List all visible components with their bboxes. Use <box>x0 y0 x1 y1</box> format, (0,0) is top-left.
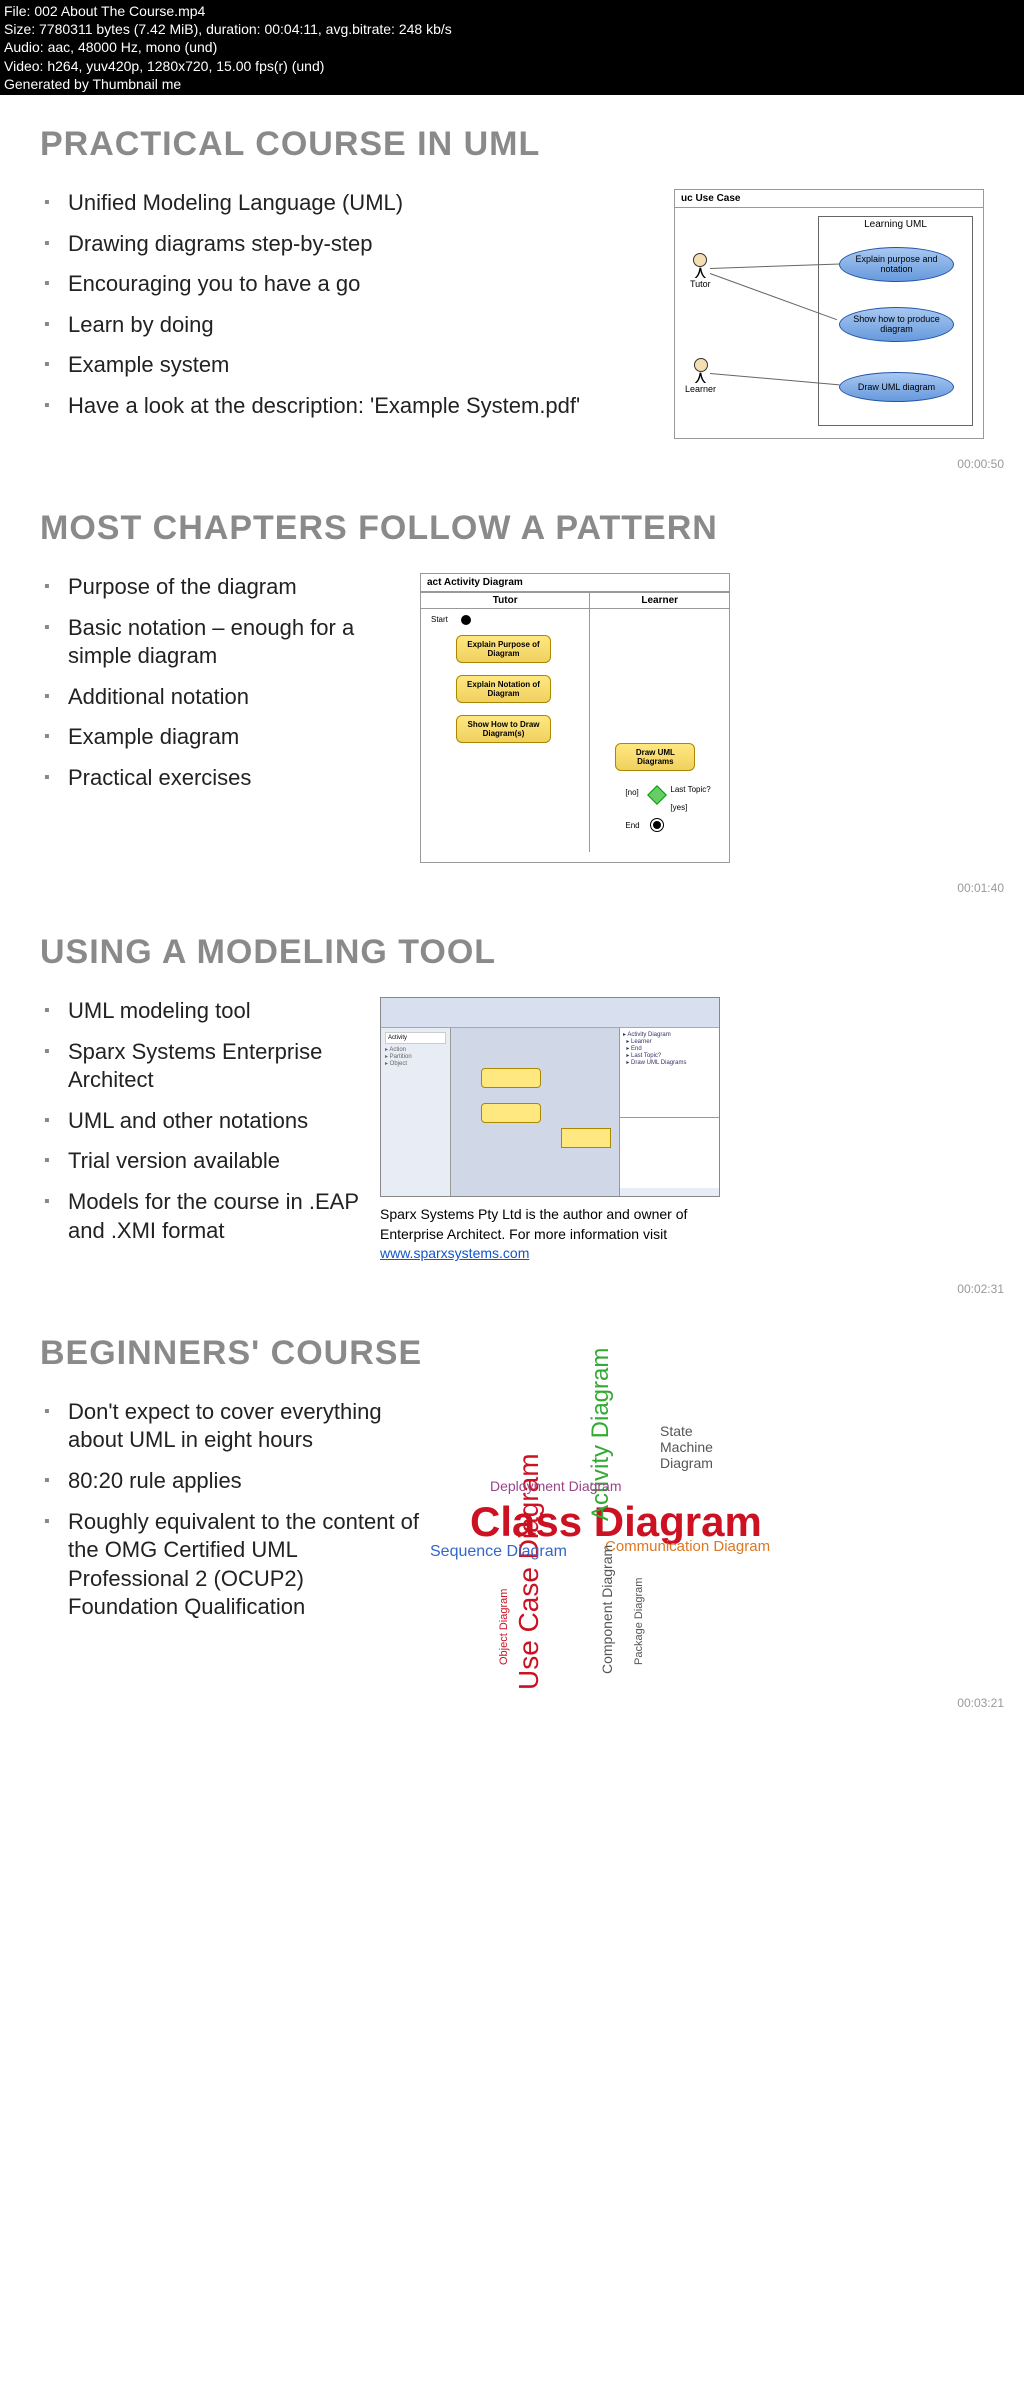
guard-no: [no] <box>625 788 638 797</box>
bullet: Trial version available <box>40 1147 360 1176</box>
actor-tutor: ⋏ Tutor <box>690 253 711 289</box>
system-boundary: Learning UML Explain purpose and notatio… <box>818 216 973 426</box>
usecase-oval: Show how to produce diagram <box>839 307 954 342</box>
size-line: Size: 7780311 bytes (7.42 MiB), duration… <box>4 20 1020 38</box>
slide-modeling-tool: USING A MODELING TOOL UML modeling tool … <box>0 903 1024 1304</box>
activity-diagram: act Activity Diagram Tutor Start Explain… <box>420 573 730 863</box>
timestamp: 00:03:21 <box>957 1696 1004 1710</box>
slide-practical-course: PRACTICAL COURSE IN UML Unified Modeling… <box>0 95 1024 479</box>
sparx-link[interactable]: www.sparxsystems.com <box>380 1245 529 1261</box>
slide1-title: PRACTICAL COURSE IN UML <box>40 125 984 164</box>
lane-tutor: Tutor <box>421 593 589 609</box>
bullet: Have a look at the description: 'Example… <box>40 392 654 421</box>
bullet: Example diagram <box>40 723 400 752</box>
diagram-header: uc Use Case <box>675 190 983 208</box>
video-metadata-header: File: 002 About The Course.mp4 Size: 778… <box>0 0 1024 95</box>
diagram-header: act Activity Diagram <box>421 574 729 592</box>
bullet: UML modeling tool <box>40 997 360 1026</box>
video-line: Video: h264, yuv420p, 1280x720, 15.00 fp… <box>4 57 1020 75</box>
tool-caption: Sparx Systems Pty Ltd is the author and … <box>380 1205 720 1264</box>
wc-state: State Machine Diagram <box>660 1423 720 1471</box>
slide-chapters-pattern: MOST CHAPTERS FOLLOW A PATTERN Purpose o… <box>0 479 1024 903</box>
system-label: Learning UML <box>819 217 972 232</box>
slide2-title: MOST CHAPTERS FOLLOW A PATTERN <box>40 509 984 548</box>
bullet: Practical exercises <box>40 764 400 793</box>
slide4-bullets: Don't expect to cover everything about U… <box>40 1398 420 1678</box>
wc-package: Package Diagram <box>633 1577 645 1664</box>
tool-screenshot-block: Activity ▸ Action ▸ Partition ▸ Object ▸… <box>380 997 720 1264</box>
generated-line: Generated by Thumbnail me <box>4 75 1020 93</box>
lane-learner: Learner <box>590 593 729 609</box>
end-label: End <box>625 821 639 830</box>
start-label: Start <box>431 615 448 624</box>
activity-node: Explain Purpose of Diagram <box>456 635 551 663</box>
bullet: Purpose of the diagram <box>40 573 400 602</box>
bullet: Drawing diagrams step-by-step <box>40 230 654 259</box>
end-node <box>650 818 664 832</box>
bullet: Models for the course in .EAP and .XMI f… <box>40 1188 360 1245</box>
slide3-title: USING A MODELING TOOL <box>40 933 984 972</box>
decision-node <box>647 785 667 805</box>
start-node <box>461 615 471 625</box>
slide-beginners-course: BEGINNERS' COURSE Don't expect to cover … <box>0 1304 1024 1718</box>
decision-label: Last Topic? <box>670 785 710 794</box>
wc-communication: Communication Diagram <box>605 1538 770 1555</box>
bullet: Basic notation – enough for a simple dia… <box>40 614 400 671</box>
usecase-oval: Explain purpose and notation <box>839 247 954 282</box>
enterprise-architect-screenshot: Activity ▸ Action ▸ Partition ▸ Object ▸… <box>380 997 720 1197</box>
timestamp: 00:01:40 <box>957 881 1004 895</box>
bullet: Learn by doing <box>40 311 654 340</box>
wc-component: Component Diagram <box>599 1545 615 1674</box>
use-case-diagram: uc Use Case Learning UML Explain purpose… <box>674 189 984 439</box>
bullet: Don't expect to cover everything about U… <box>40 1398 420 1455</box>
guard-yes: [yes] <box>670 803 687 812</box>
usecase-oval: Draw UML diagram <box>839 372 954 402</box>
wc-object: Object Diagram <box>498 1588 510 1664</box>
file-line: File: 002 About The Course.mp4 <box>4 2 1020 20</box>
timestamp: 00:02:31 <box>957 1282 1004 1296</box>
bullet: UML and other notations <box>40 1107 360 1136</box>
bullet: 80:20 rule applies <box>40 1467 420 1496</box>
bullet: Sparx Systems Enterprise Architect <box>40 1038 360 1095</box>
activity-node: Show How to Draw Diagram(s) <box>456 715 551 743</box>
diagram-types-wordcloud: Class Diagram Use Case Diagram Activity … <box>440 1398 740 1678</box>
actor-learner: ⋏ Learner <box>685 358 716 394</box>
bullet: Unified Modeling Language (UML) <box>40 189 654 218</box>
slide1-bullets: Unified Modeling Language (UML) Drawing … <box>40 189 654 439</box>
wc-deployment: Deployment Diagram <box>490 1478 622 1494</box>
bullet: Example system <box>40 351 654 380</box>
slide4-title: BEGINNERS' COURSE <box>40 1334 984 1373</box>
wc-sequence: Sequence Diagram <box>430 1543 567 1561</box>
wc-activity: Activity Diagram <box>587 1347 615 1520</box>
slide3-bullets: UML modeling tool Sparx Systems Enterpri… <box>40 997 360 1264</box>
audio-line: Audio: aac, 48000 Hz, mono (und) <box>4 38 1020 56</box>
activity-node: Draw UML Diagrams <box>615 743 695 771</box>
bullet: Roughly equivalent to the content of the… <box>40 1508 420 1622</box>
bullet: Encouraging you to have a go <box>40 270 654 299</box>
slide2-bullets: Purpose of the diagram Basic notation – … <box>40 573 400 863</box>
activity-node: Explain Notation of Diagram <box>456 675 551 703</box>
bullet: Additional notation <box>40 683 400 712</box>
timestamp: 00:00:50 <box>957 457 1004 471</box>
